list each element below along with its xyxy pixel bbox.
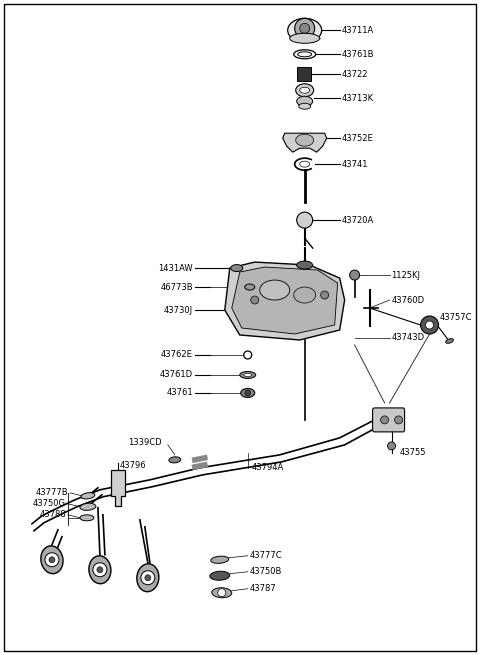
Circle shape xyxy=(245,390,251,396)
Ellipse shape xyxy=(81,493,95,499)
Ellipse shape xyxy=(41,546,63,574)
Text: 43760D: 43760D xyxy=(392,295,425,305)
Circle shape xyxy=(49,557,55,563)
Ellipse shape xyxy=(80,515,94,521)
Ellipse shape xyxy=(80,503,96,510)
Ellipse shape xyxy=(210,571,230,580)
Text: 43787: 43787 xyxy=(250,584,276,593)
Text: 43761D: 43761D xyxy=(160,371,193,379)
Ellipse shape xyxy=(89,556,111,584)
Bar xyxy=(297,67,311,81)
Circle shape xyxy=(251,296,259,304)
Ellipse shape xyxy=(244,373,252,377)
Text: 43743D: 43743D xyxy=(392,333,425,343)
Text: 43752E: 43752E xyxy=(342,134,373,143)
Circle shape xyxy=(387,442,396,450)
Text: 1431AW: 1431AW xyxy=(158,263,193,272)
Text: 43761B: 43761B xyxy=(342,50,374,59)
Ellipse shape xyxy=(231,265,243,272)
Circle shape xyxy=(244,351,252,359)
Text: 43750G: 43750G xyxy=(33,499,66,508)
Circle shape xyxy=(381,416,389,424)
Ellipse shape xyxy=(294,50,316,59)
Text: 46773B: 46773B xyxy=(160,282,193,291)
Ellipse shape xyxy=(298,52,312,57)
Text: 43750B: 43750B xyxy=(250,567,282,576)
Text: 43788: 43788 xyxy=(39,510,66,519)
Text: 43720A: 43720A xyxy=(342,215,374,225)
Circle shape xyxy=(426,321,433,329)
Polygon shape xyxy=(225,262,345,340)
Ellipse shape xyxy=(137,564,159,591)
Ellipse shape xyxy=(300,161,310,167)
Text: 1125KJ: 1125KJ xyxy=(392,271,420,280)
Text: 43762E: 43762E xyxy=(161,350,193,360)
Circle shape xyxy=(321,291,329,299)
Ellipse shape xyxy=(240,371,256,379)
Ellipse shape xyxy=(288,18,322,43)
Text: 43777B: 43777B xyxy=(36,489,68,497)
Circle shape xyxy=(420,316,439,334)
Ellipse shape xyxy=(212,588,232,598)
Ellipse shape xyxy=(297,96,312,106)
Circle shape xyxy=(297,212,312,228)
Text: 43722: 43722 xyxy=(342,70,368,79)
Circle shape xyxy=(395,416,403,424)
Text: 43741: 43741 xyxy=(342,160,368,169)
Polygon shape xyxy=(232,267,337,334)
Circle shape xyxy=(141,571,155,585)
Polygon shape xyxy=(111,470,125,506)
Text: 43761: 43761 xyxy=(166,388,193,398)
Text: 43777C: 43777C xyxy=(250,552,282,560)
Polygon shape xyxy=(283,133,327,152)
Ellipse shape xyxy=(300,87,310,93)
Circle shape xyxy=(349,270,360,280)
Circle shape xyxy=(93,563,107,577)
Ellipse shape xyxy=(245,284,255,290)
Circle shape xyxy=(145,574,151,581)
Text: 43755: 43755 xyxy=(399,449,426,457)
Text: 43711A: 43711A xyxy=(342,26,374,35)
Ellipse shape xyxy=(294,287,316,303)
Circle shape xyxy=(218,589,226,597)
Ellipse shape xyxy=(296,134,313,146)
Ellipse shape xyxy=(169,457,181,463)
Text: 43757C: 43757C xyxy=(440,312,472,322)
Ellipse shape xyxy=(260,280,290,300)
FancyBboxPatch shape xyxy=(372,408,405,432)
Ellipse shape xyxy=(299,103,311,109)
Ellipse shape xyxy=(241,388,255,398)
Text: 43794A: 43794A xyxy=(252,463,284,472)
Ellipse shape xyxy=(296,84,313,97)
Ellipse shape xyxy=(211,556,229,563)
Ellipse shape xyxy=(297,261,312,269)
Text: 43730J: 43730J xyxy=(164,305,193,314)
Circle shape xyxy=(97,567,103,572)
Ellipse shape xyxy=(446,339,453,343)
Ellipse shape xyxy=(290,33,320,43)
Circle shape xyxy=(45,553,59,567)
Circle shape xyxy=(300,24,310,33)
Text: 1339CD: 1339CD xyxy=(128,438,162,447)
Circle shape xyxy=(295,18,315,38)
Text: 43796: 43796 xyxy=(120,461,146,470)
Text: 43713K: 43713K xyxy=(342,94,374,103)
